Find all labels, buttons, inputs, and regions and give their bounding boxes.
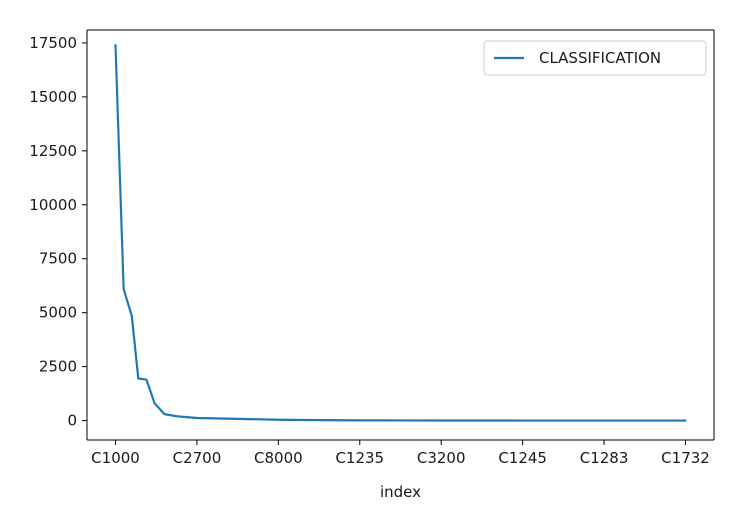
y-tick-label: 5000 [39, 304, 77, 322]
y-tick-label: 2500 [39, 358, 77, 376]
y-tick-label: 12500 [29, 142, 77, 160]
x-axis-label: index [380, 483, 421, 501]
y-tick-label: 10000 [29, 196, 77, 214]
x-tick-label: C1235 [335, 449, 384, 467]
x-tick-label: C1000 [91, 449, 140, 467]
x-tick-label: C1732 [661, 449, 710, 467]
legend-box [483, 40, 707, 76]
x-tick-label: C2700 [173, 449, 222, 467]
y-tick-label: 17500 [29, 34, 77, 52]
y-tick-label: 7500 [39, 250, 77, 268]
legend-label: CLASSIFICATION [539, 49, 661, 67]
x-tick-label: C3200 [417, 449, 466, 467]
axes: 0 2500 5000 7500 10000 12500 15000 17500 C1000 C2… [29, 29, 715, 501]
plot-area [114, 44, 687, 422]
y-tick-label: 0 [67, 412, 77, 430]
x-tick-label: C8000 [254, 449, 303, 467]
y-tick-label: 15000 [29, 88, 77, 106]
x-tick-label: C1245 [498, 449, 547, 467]
series-line-0 [114, 44, 687, 422]
x-tick-label: C1283 [580, 449, 629, 467]
legend: CLASSIFICATION [483, 40, 707, 76]
